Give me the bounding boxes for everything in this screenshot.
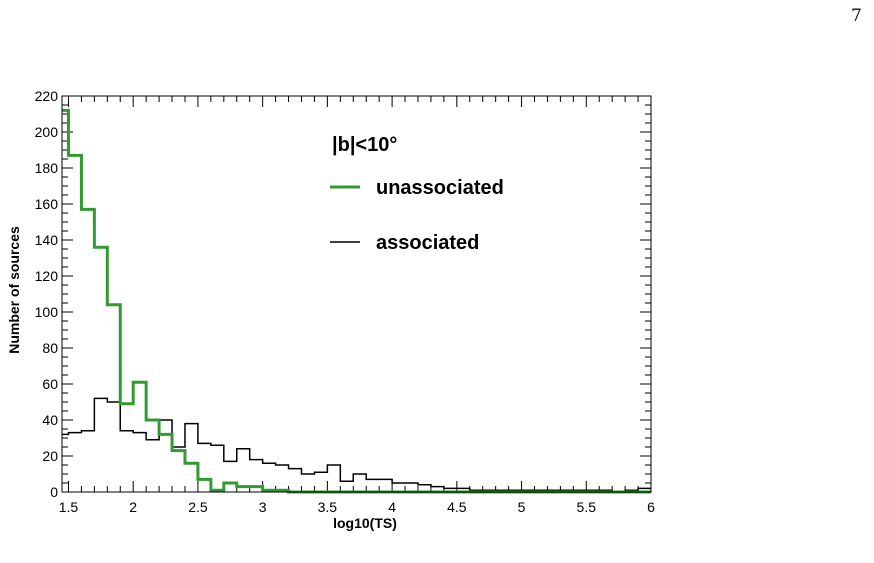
x-tick-label: 5 <box>518 499 526 515</box>
legend: |b|<10° unassociated associated <box>330 134 504 254</box>
y-tick-label: 40 <box>42 412 58 428</box>
y-tick-label: 20 <box>42 448 58 464</box>
y-tick-label: 60 <box>42 376 58 392</box>
x-tick-label: 2 <box>129 499 137 515</box>
y-tick-label: 0 <box>50 484 58 500</box>
series-layer <box>62 108 651 494</box>
x-tick-label: 4.5 <box>447 499 467 515</box>
legend-title: |b|<10° <box>332 134 397 156</box>
series-associated-line <box>62 397 651 493</box>
x-tick-label: 5.5 <box>577 499 597 515</box>
y-tick-label: 200 <box>35 124 59 140</box>
x-tick-label: 3.5 <box>318 499 338 515</box>
x-tick-label: 1.5 <box>59 499 79 515</box>
page-number: 7 <box>851 6 862 26</box>
y-tick-label: 100 <box>35 304 59 320</box>
x-tick-label: 2.5 <box>188 499 208 515</box>
x-axis-label: log10(TS) <box>333 515 397 531</box>
plot-frame <box>61 95 652 493</box>
series-unassociated-line <box>62 108 651 494</box>
legend-label-associated: associated <box>376 232 479 254</box>
tick-labels: 1.5 2 2.5 3 3.5 4 4.5 5 5.5 602040608010012014016… <box>35 88 655 515</box>
y-tick-label: 220 <box>35 88 59 104</box>
y-tick-label: 120 <box>35 268 59 284</box>
x-tick-label: 6 <box>647 499 655 515</box>
y-tick-label: 140 <box>35 232 59 248</box>
legend-label-unassociated: unassociated <box>376 177 504 199</box>
y-tick-label: 160 <box>35 196 59 212</box>
y-tick-label: 80 <box>42 340 58 356</box>
x-tick-label: 4 <box>388 499 396 515</box>
y-tick-label: 180 <box>35 160 59 176</box>
x-tick-label: 3 <box>259 499 267 515</box>
y-axis-label: Number of sources <box>6 226 22 354</box>
